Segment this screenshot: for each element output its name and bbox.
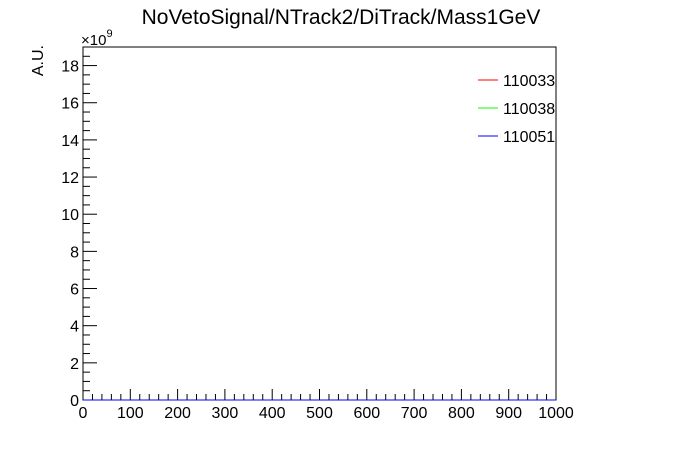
x-tick-label: 500 <box>306 405 333 422</box>
chart-title: NoVetoSignal/NTrack2/DiTrack/Mass1GeV <box>142 6 541 29</box>
x-tick-label: 900 <box>495 405 522 422</box>
legend-label: 110033 <box>503 73 555 90</box>
y-tick-label: 6 <box>70 282 79 299</box>
legend-label: 110051 <box>503 129 555 146</box>
y-tick-label: 8 <box>70 244 79 261</box>
y-tick-label: 4 <box>70 319 79 336</box>
y-tick-label: 2 <box>70 356 79 373</box>
y-tick-label: 18 <box>61 59 79 76</box>
legend-label: 110038 <box>503 101 555 118</box>
x-tick-label: 0 <box>79 405 88 422</box>
x-tick-label: 700 <box>401 405 428 422</box>
y-exponent: ×109 <box>81 28 113 49</box>
y-axis-ticks: 0 2 4 6 8 10 12 14 16 18 <box>61 46 97 410</box>
y-exponent-power: 9 <box>106 28 112 40</box>
x-axis-ticks: 0 100 200 300 400 500 600 700 800 900 1000 <box>79 389 574 422</box>
y-tick-label: 16 <box>61 96 79 113</box>
y-tick-label: 10 <box>61 207 79 224</box>
y-tick-label: 0 <box>70 393 79 410</box>
plot-frame <box>82 46 557 401</box>
x-tick-label: 100 <box>117 405 144 422</box>
x-tick-label: 1000 <box>538 405 574 422</box>
legend: 110033 110038 110051 <box>478 73 555 146</box>
y-tick-label: 12 <box>61 170 79 187</box>
x-tick-label: 800 <box>448 405 475 422</box>
x-tick-label: 600 <box>353 405 380 422</box>
x-tick-label: 200 <box>164 405 191 422</box>
y-axis-label: A.U. <box>30 45 47 76</box>
x-tick-label: 400 <box>259 405 286 422</box>
y-tick-label: 14 <box>61 133 79 150</box>
x-tick-label: 300 <box>212 405 239 422</box>
y-exponent-base: ×10 <box>81 32 106 49</box>
